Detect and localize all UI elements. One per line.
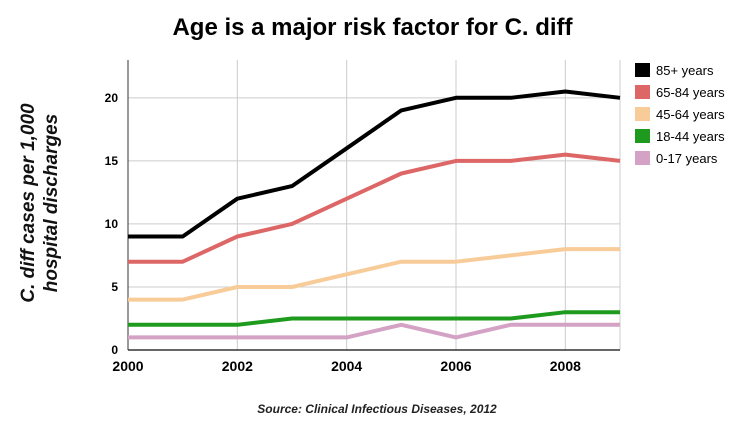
legend-swatch xyxy=(635,63,650,77)
legend: 85+ years 65-84 years 45-64 years 18-44 yea… xyxy=(635,63,725,166)
series-line-85-years xyxy=(128,89,621,239)
y-tick-label: 0 xyxy=(111,343,118,357)
legend-swatch xyxy=(635,129,650,143)
x-axis-ticks: 2000 2002 2004 2006 2008 xyxy=(112,358,581,374)
y-tick-label: 10 xyxy=(105,217,119,231)
legend-label: 0-17 years xyxy=(656,151,718,166)
x-tick-label: 2006 xyxy=(440,358,471,374)
y-tick-label: 15 xyxy=(105,154,119,168)
series-lines xyxy=(128,89,621,340)
x-tick-label: 2002 xyxy=(222,358,253,374)
grid-lines xyxy=(127,60,621,351)
series-line-18-44-years xyxy=(128,310,620,327)
source-note: Source: Clinical Infectious Diseases, 20… xyxy=(257,402,497,416)
legend-swatch xyxy=(635,151,650,165)
legend-label: 18-44 years xyxy=(656,129,725,144)
legend-label: 65-84 years xyxy=(656,85,725,100)
x-tick-label: 2008 xyxy=(550,358,581,374)
x-tick-label: 2000 xyxy=(112,358,143,374)
x-tick-label: 2004 xyxy=(331,358,362,374)
legend-swatch xyxy=(635,107,650,121)
y-tick-label: 5 xyxy=(111,280,118,294)
y-tick-label: 20 xyxy=(105,91,119,105)
series-line-45-64-years xyxy=(128,247,620,302)
series-line-0-17-years xyxy=(128,322,620,340)
legend-label: 45-64 years xyxy=(656,107,725,122)
chart-title: Age is a major risk factor for C. diff xyxy=(172,14,573,41)
y-axis-ticks: 0 5 10 15 20 xyxy=(105,91,119,357)
legend-swatch xyxy=(635,85,650,99)
series-line-65-84-years xyxy=(128,152,621,264)
legend-label: 85+ years xyxy=(656,63,714,78)
